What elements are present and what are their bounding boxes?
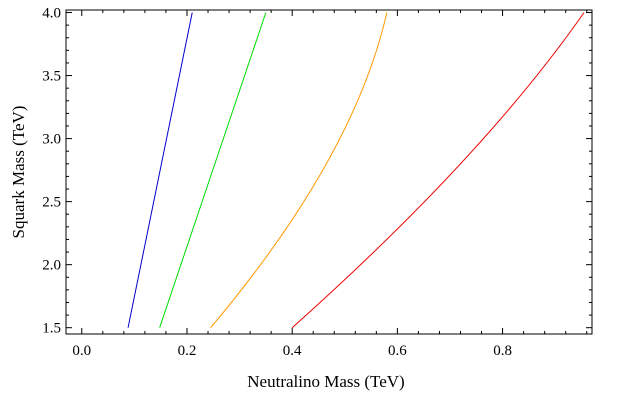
x-tick-label: 0.0 — [72, 343, 91, 359]
series-line-blue — [127, 12, 193, 328]
y-tick-label: 3.5 — [42, 69, 61, 85]
y-tick-label: 3.0 — [42, 132, 61, 148]
y-tick-label: 2.0 — [42, 258, 61, 274]
series-line-green — [159, 12, 267, 328]
series-line-red — [291, 12, 585, 329]
y-axis-title: Squark Mass (TeV) — [9, 106, 28, 239]
x-tick-label: 0.2 — [178, 343, 197, 359]
y-tick-label: 2.5 — [42, 195, 61, 211]
x-axis-title: Neutralino Mass (TeV) — [247, 372, 404, 391]
series-line-orange — [210, 12, 388, 329]
plot-lines — [127, 12, 585, 329]
x-tick-label: 0.4 — [283, 343, 302, 359]
x-axis: 0.0 0.2 0.4 0.6 0.8 — [72, 10, 588, 359]
x-tick-label: 0.8 — [493, 343, 512, 359]
y-tick-label: 1.5 — [42, 321, 61, 337]
y-axis: 1.5 2.0 2.5 3.0 3.5 4.0 — [42, 6, 592, 337]
y-tick-label: 4.0 — [42, 6, 61, 22]
x-tick-label: 0.6 — [388, 343, 407, 359]
plot-frame — [65, 9, 593, 335]
